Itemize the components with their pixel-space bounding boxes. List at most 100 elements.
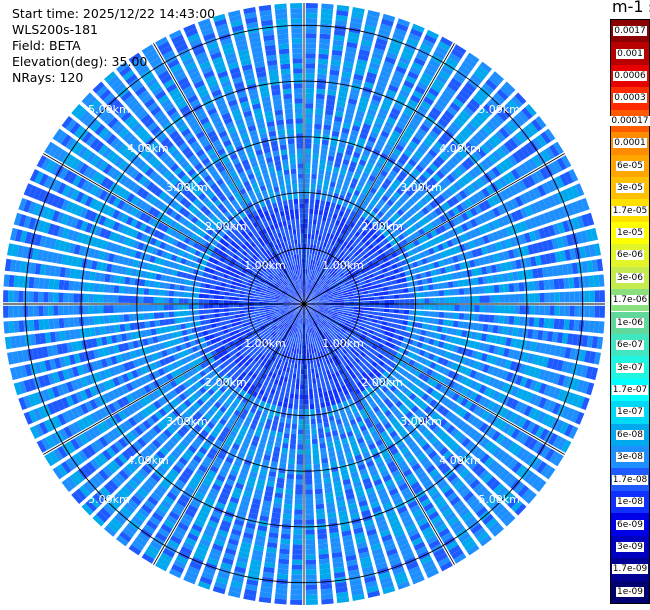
range-gate [346,191,353,199]
range-gate [419,304,425,310]
range-gate [468,240,476,249]
range-gate [362,200,369,207]
range-gate [313,265,317,271]
range-gate [312,378,317,384]
range-gate [430,346,438,354]
range-gate [305,43,317,49]
range-gate [472,193,482,203]
range-gate [356,220,363,227]
range-gate [433,197,442,206]
range-gate [356,163,365,171]
range-gate [393,334,400,340]
range-gate [312,158,319,165]
range-gate [425,240,432,249]
range-gate [426,277,433,284]
range-gate [284,392,290,399]
range-gate [346,318,352,322]
range-gate [354,268,361,274]
range-gate [326,385,332,392]
range-gate [305,278,307,285]
range-gate [290,589,303,595]
range-gate [424,298,430,304]
range-gate [402,166,411,175]
range-gate [420,329,427,336]
range-gate [398,314,404,320]
range-gate [432,159,442,169]
range-gate [515,149,527,161]
range-gate [309,249,313,255]
range-gate [370,218,378,226]
range-gate [375,117,385,125]
range-gate [437,259,445,267]
range-gate [281,407,287,413]
range-gate [290,584,303,590]
range-gate [392,165,401,174]
range-gate [371,52,384,61]
range-gate [348,239,355,246]
range-gate [402,130,413,140]
range-gate [305,68,315,74]
range-gate [384,249,391,256]
range-gate [451,48,464,60]
range-gate [497,273,504,283]
range-gate [314,483,323,490]
range-gate [422,170,431,180]
range-gate [305,28,317,34]
range-gate [489,305,495,313]
range-gate [346,144,355,152]
range-gate [284,498,293,505]
range-gate [320,200,326,206]
range-gate [286,478,294,485]
range-gate [316,88,326,95]
range-gate [459,110,471,121]
range-gate [487,233,495,243]
range-gate [386,281,393,286]
range-gate [368,229,375,237]
range-gate [554,292,560,303]
range-gate [363,263,369,269]
range-gate [396,208,405,217]
range-gate [314,367,319,374]
range-gate [347,98,358,106]
range-gate [305,589,318,595]
range-gate [378,28,391,37]
range-gate [320,583,333,590]
range-gate [385,326,392,332]
range-gate [297,368,301,375]
range-gate [351,194,359,201]
range-gate [444,351,452,359]
range-gate [456,133,467,144]
range-gate [469,218,478,228]
range-gate [543,370,551,382]
range-gate [361,188,369,196]
range-gate [548,210,557,222]
range-gate [353,292,359,296]
range-gate [589,290,595,303]
range-gate [373,311,379,316]
range-gate [308,290,311,296]
range-gate [349,161,358,168]
range-gate [453,167,464,177]
range-gate [361,230,368,237]
range-gate [543,384,552,396]
range-gate [350,16,363,24]
range-gate [521,177,532,189]
range-gate [439,297,445,304]
range-gate [367,9,381,18]
range-gate [363,247,370,254]
range-gate [297,338,301,344]
range-gate [352,265,359,271]
range-gate [328,297,334,300]
range-gate [411,353,419,361]
range-gate [318,297,324,301]
range-gate [456,203,465,213]
range-gate [493,92,505,105]
range-gate [336,316,342,321]
range-gate [275,583,288,590]
range-gate [299,394,304,400]
range-gate [402,179,411,188]
range-gate [435,183,444,193]
range-gate [333,241,339,248]
range-gate [397,233,405,241]
range-gate [440,349,447,358]
